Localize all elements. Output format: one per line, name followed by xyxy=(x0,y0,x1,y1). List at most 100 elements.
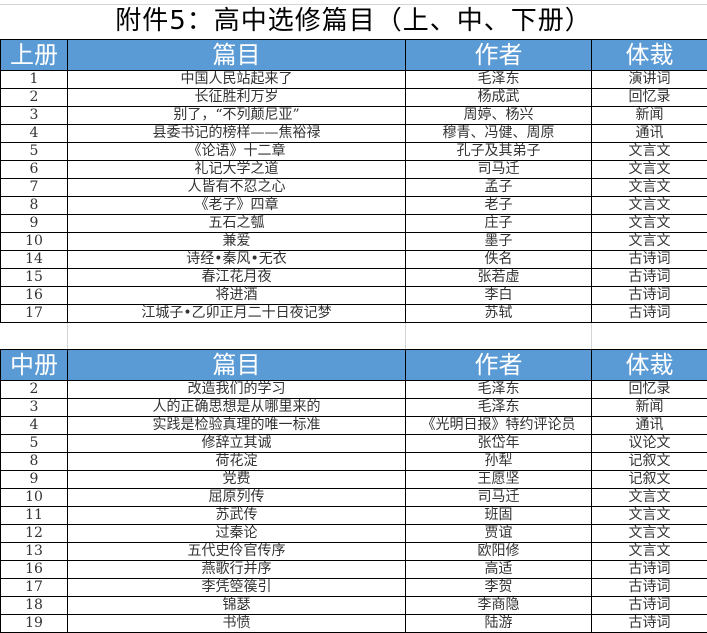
cell-title[interactable]: 改造我们的学习 xyxy=(67,380,406,399)
cell-number[interactable]: 11 xyxy=(0,506,68,525)
cell-number[interactable]: 6 xyxy=(0,160,68,179)
cell-author[interactable]: 庄子 xyxy=(405,214,592,233)
cell-genre[interactable]: 古诗词 xyxy=(591,596,707,615)
cell-genre[interactable]: 新闻 xyxy=(591,398,707,417)
cell-number[interactable]: 18 xyxy=(0,596,68,615)
cell-number[interactable]: 15 xyxy=(0,268,68,287)
cell-number[interactable]: 1 xyxy=(0,70,68,89)
cell-author[interactable]: 苏轼 xyxy=(405,304,592,323)
cell-author[interactable]: 孟子 xyxy=(405,178,592,197)
cell-author[interactable]: 孔子及其弟子 xyxy=(405,142,592,161)
cell-number[interactable]: 13 xyxy=(0,542,68,561)
cell-author[interactable]: 《光明日报》特约评论员 xyxy=(405,416,592,435)
cell-number[interactable]: 9 xyxy=(0,214,68,233)
cell-author[interactable]: 毛泽东 xyxy=(405,398,592,417)
cell-author[interactable]: 杨成武 xyxy=(405,88,592,107)
cell-author[interactable]: 张岱年 xyxy=(405,434,592,453)
cell-genre[interactable]: 古诗词 xyxy=(591,268,707,287)
cell-genre[interactable]: 通讯 xyxy=(591,416,707,435)
cell-number[interactable]: 17 xyxy=(0,304,68,323)
cell-title[interactable]: 长征胜利万岁 xyxy=(67,88,406,107)
cell-title[interactable]: 江城子•乙卯正月二十日夜记梦 xyxy=(67,304,406,323)
cell-title[interactable]: 县委书记的榜样——焦裕禄 xyxy=(67,124,406,143)
cell-number[interactable]: 2 xyxy=(0,380,68,399)
cell-number[interactable]: 2 xyxy=(0,88,68,107)
cell-author[interactable]: 王愿坚 xyxy=(405,470,592,489)
cell-genre[interactable]: 记叙文 xyxy=(591,452,707,471)
cell-title[interactable]: 党费 xyxy=(67,470,406,489)
cell-author[interactable]: 墨子 xyxy=(405,232,592,251)
cell-genre[interactable]: 文言文 xyxy=(591,214,707,233)
cell-number[interactable]: 16 xyxy=(0,560,68,579)
cell-title[interactable]: 李凭箜篌引 xyxy=(67,578,406,597)
cell-genre[interactable]: 古诗词 xyxy=(591,614,707,633)
cell-title[interactable]: 将进酒 xyxy=(67,286,406,305)
cell-title[interactable]: 人皆有不忍之心 xyxy=(67,178,406,197)
cell-number[interactable]: 10 xyxy=(0,488,68,507)
cell-author[interactable]: 班固 xyxy=(405,506,592,525)
header-author[interactable]: 作者 xyxy=(405,349,592,381)
cell-genre[interactable]: 文言文 xyxy=(591,142,707,161)
cell-title[interactable]: 锦瑟 xyxy=(67,596,406,615)
cell-number[interactable]: 4 xyxy=(0,416,68,435)
cell-number[interactable]: 10 xyxy=(0,232,68,251)
cell-genre[interactable]: 文言文 xyxy=(591,196,707,215)
cell-number[interactable]: 8 xyxy=(0,452,68,471)
cell-genre[interactable]: 文言文 xyxy=(591,488,707,507)
cell-author[interactable]: 周婷、杨兴 xyxy=(405,106,592,125)
cell-number[interactable]: 19 xyxy=(0,614,68,633)
cell-author[interactable]: 孙犁 xyxy=(405,452,592,471)
cell-genre[interactable]: 古诗词 xyxy=(591,304,707,323)
cell-number[interactable]: 4 xyxy=(0,124,68,143)
cell-number[interactable]: 3 xyxy=(0,106,68,125)
sheet-title[interactable]: 附件5：高中选修篇目（上、中、下册） xyxy=(115,6,592,36)
cell-title[interactable]: 荷花淀 xyxy=(67,452,406,471)
cell-author[interactable]: 张若虚 xyxy=(405,268,592,287)
cell-author[interactable]: 贾谊 xyxy=(405,524,592,543)
cell-author[interactable]: 司马迁 xyxy=(405,160,592,179)
cell-number[interactable]: 7 xyxy=(0,178,68,197)
header-number[interactable]: 上册 xyxy=(0,39,68,71)
cell-title[interactable]: 中国人民站起来了 xyxy=(67,70,406,89)
cell-author[interactable]: 欧阳修 xyxy=(405,542,592,561)
cell-title[interactable]: 屈原列传 xyxy=(67,488,406,507)
cell-number[interactable]: 16 xyxy=(0,286,68,305)
cell-genre[interactable]: 古诗词 xyxy=(591,286,707,305)
cell-title[interactable]: 礼记大学之道 xyxy=(67,160,406,179)
cell-genre[interactable]: 文言文 xyxy=(591,232,707,251)
cell-genre[interactable]: 回忆录 xyxy=(591,380,707,399)
cell-genre[interactable]: 文言文 xyxy=(591,542,707,561)
cell-genre[interactable]: 文言文 xyxy=(591,506,707,525)
cell-genre[interactable]: 演讲词 xyxy=(591,70,707,89)
header-genre[interactable]: 体裁 xyxy=(591,349,707,381)
cell-title[interactable]: 修辞立其诚 xyxy=(67,434,406,453)
header-title[interactable]: 篇目 xyxy=(67,39,406,71)
cell-author[interactable]: 司马迁 xyxy=(405,488,592,507)
header-number[interactable]: 中册 xyxy=(0,349,68,381)
cell-title[interactable]: 诗经•秦风•无衣 xyxy=(67,250,406,269)
header-genre[interactable]: 体裁 xyxy=(591,39,707,71)
cell-author[interactable]: 毛泽东 xyxy=(405,380,592,399)
cell-number[interactable]: 14 xyxy=(0,250,68,269)
header-author[interactable]: 作者 xyxy=(405,39,592,71)
cell-title[interactable]: 春江花月夜 xyxy=(67,268,406,287)
cell-genre[interactable]: 文言文 xyxy=(591,524,707,543)
cell-genre[interactable]: 回忆录 xyxy=(591,88,707,107)
cell-title[interactable]: 兼爱 xyxy=(67,232,406,251)
cell-title[interactable]: 《论语》十二章 xyxy=(67,142,406,161)
header-title[interactable]: 篇目 xyxy=(67,349,406,381)
cell-genre[interactable]: 议论文 xyxy=(591,434,707,453)
cell-title[interactable]: 书愤 xyxy=(67,614,406,633)
cell-number[interactable]: 12 xyxy=(0,524,68,543)
cell-number[interactable]: 8 xyxy=(0,196,68,215)
cell-title[interactable]: 五代史伶官传序 xyxy=(67,542,406,561)
cell-author[interactable]: 毛泽东 xyxy=(405,70,592,89)
cell-title[interactable]: 别了，“不列颠尼亚” xyxy=(67,106,406,125)
cell-genre[interactable]: 新闻 xyxy=(591,106,707,125)
cell-genre[interactable]: 文言文 xyxy=(591,160,707,179)
cell-genre[interactable]: 古诗词 xyxy=(591,250,707,269)
cell-genre[interactable]: 文言文 xyxy=(591,178,707,197)
cell-author[interactable]: 李商隐 xyxy=(405,596,592,615)
cell-title[interactable]: 五石之瓠 xyxy=(67,214,406,233)
cell-author[interactable]: 李白 xyxy=(405,286,592,305)
